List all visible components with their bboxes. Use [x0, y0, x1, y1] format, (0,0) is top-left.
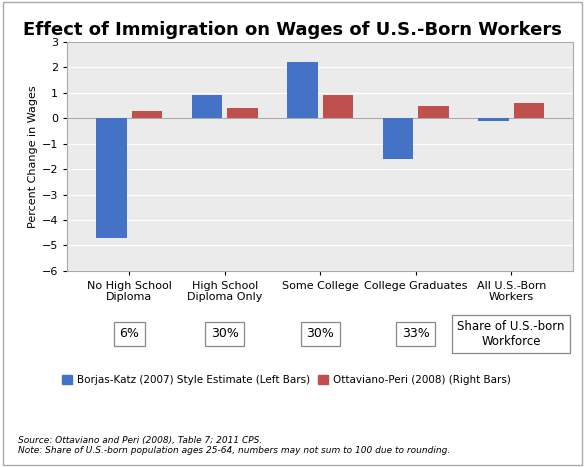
Bar	[418, 106, 449, 118]
Bar	[383, 118, 414, 159]
Text: Effect of Immigration on Wages of U.S.-Born Workers: Effect of Immigration on Wages of U.S.-B…	[23, 21, 562, 39]
Text: 33%: 33%	[402, 327, 429, 340]
Text: Source: Ottaviano and Peri (2008), Table 7; 2011 CPS.
Note: Share of U.S.-born p: Source: Ottaviano and Peri (2008), Table…	[18, 436, 450, 455]
Text: Share of U.S.-born
Workforce: Share of U.S.-born Workforce	[457, 320, 565, 348]
Bar	[479, 118, 509, 121]
Bar	[514, 103, 544, 118]
Bar	[323, 95, 353, 118]
Bar	[132, 111, 162, 118]
Text: 30%: 30%	[211, 327, 239, 340]
Bar	[192, 95, 222, 118]
Bar	[287, 63, 318, 118]
Y-axis label: Percent Change in Wages: Percent Change in Wages	[27, 85, 37, 228]
Bar	[97, 118, 127, 238]
Text: 30%: 30%	[307, 327, 334, 340]
Bar	[227, 108, 258, 118]
Legend: Borjas-Katz (2007) Style Estimate (Left Bars), Ottaviano-Peri (2008) (Right Bars: Borjas-Katz (2007) Style Estimate (Left …	[58, 371, 515, 389]
Text: 6%: 6%	[119, 327, 139, 340]
